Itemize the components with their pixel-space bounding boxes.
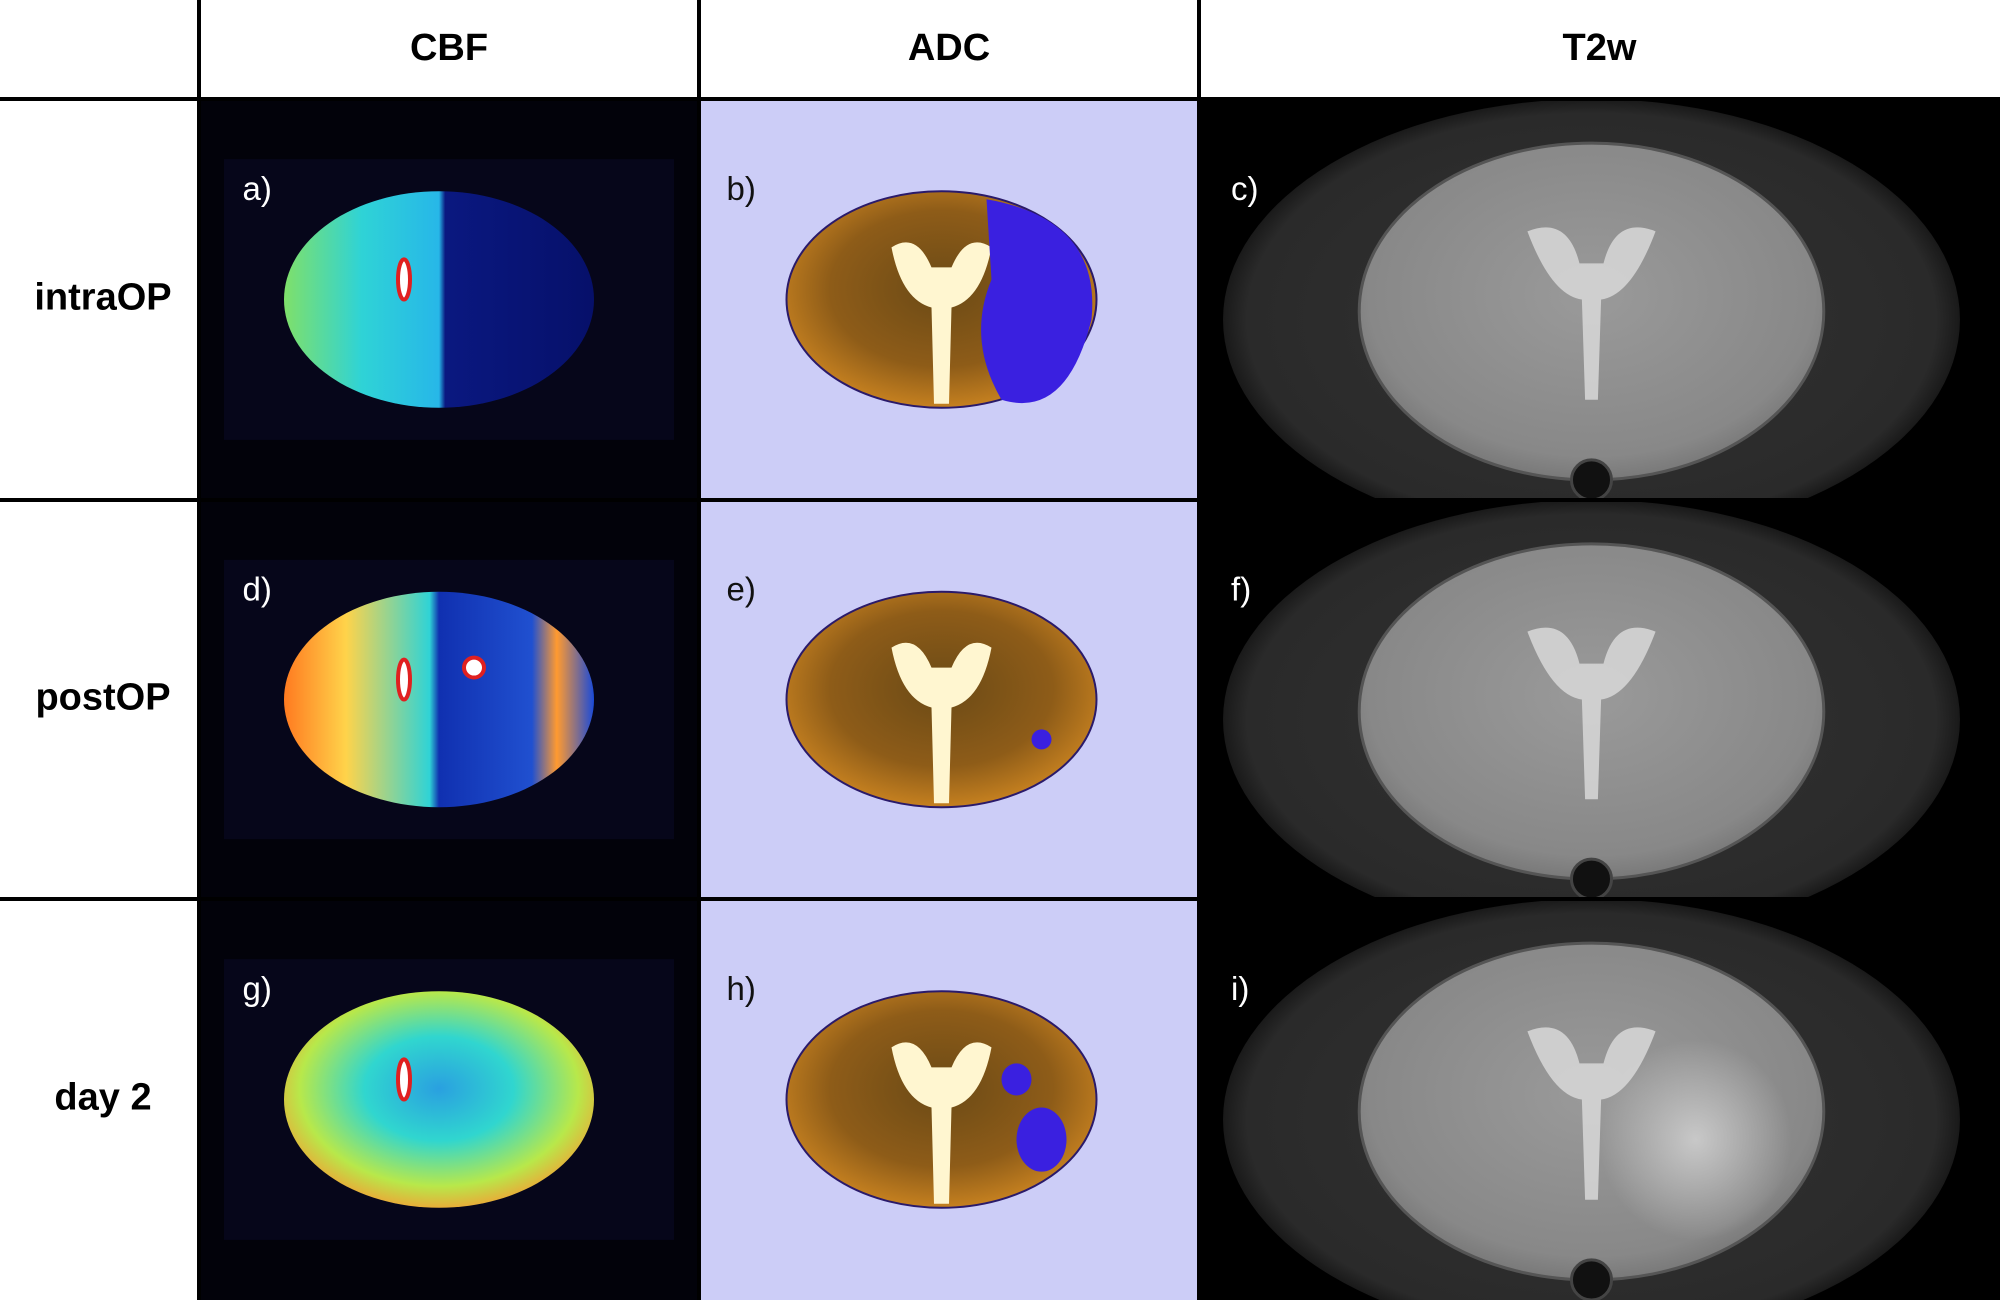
- panel-label: a): [243, 170, 272, 207]
- adc-ventricles: [891, 1042, 992, 1204]
- t2-vessel: [1569, 458, 1614, 502]
- adc-lesion: [1031, 729, 1052, 750]
- cells: [199, 98, 2000, 1300]
- panel-label: i): [1231, 970, 1249, 1007]
- panel-label: b): [727, 170, 756, 207]
- column-header: T2w: [1563, 27, 1637, 69]
- t2-ventricles: [1527, 627, 1656, 800]
- panel-label: e): [727, 570, 756, 607]
- panel-label: f): [1231, 570, 1251, 607]
- adc-lesion: [1001, 1063, 1032, 1096]
- adc-lesion: [1016, 1107, 1067, 1172]
- adc-ventricles: [891, 242, 992, 404]
- row-label: intraOP: [34, 277, 171, 319]
- row-label: postOP: [35, 677, 170, 719]
- adc-ventricles: [891, 642, 992, 804]
- t2-vessel: [1569, 1258, 1614, 1300]
- t2-ventricles: [1527, 227, 1656, 400]
- cbf-vessel: [462, 655, 486, 680]
- panel-label: g): [243, 970, 272, 1007]
- panel-label: c): [1231, 170, 1259, 207]
- texts: CBF ADC T2w intraOP a) b) c) postOP d) e) f) day 2 g…: [34, 27, 1637, 1119]
- cbf-brain: [284, 191, 594, 408]
- panel-label: d): [243, 570, 272, 607]
- cbf-brain: [284, 591, 594, 808]
- column-header: CBF: [410, 27, 488, 69]
- t2-vessel: [1569, 857, 1614, 901]
- t2-ventricles: [1527, 1027, 1656, 1200]
- panel-label: h): [727, 970, 756, 1007]
- t2-edema: [1599, 1039, 1792, 1240]
- cbf-vessel: [396, 257, 412, 302]
- cbf-vessel: [396, 657, 412, 702]
- adc-lesion: [981, 199, 1093, 404]
- row-label: day 2: [54, 1077, 151, 1119]
- column-header: ADC: [908, 27, 990, 69]
- cbf-vessel: [396, 1057, 412, 1102]
- cbf-brain: [284, 991, 594, 1208]
